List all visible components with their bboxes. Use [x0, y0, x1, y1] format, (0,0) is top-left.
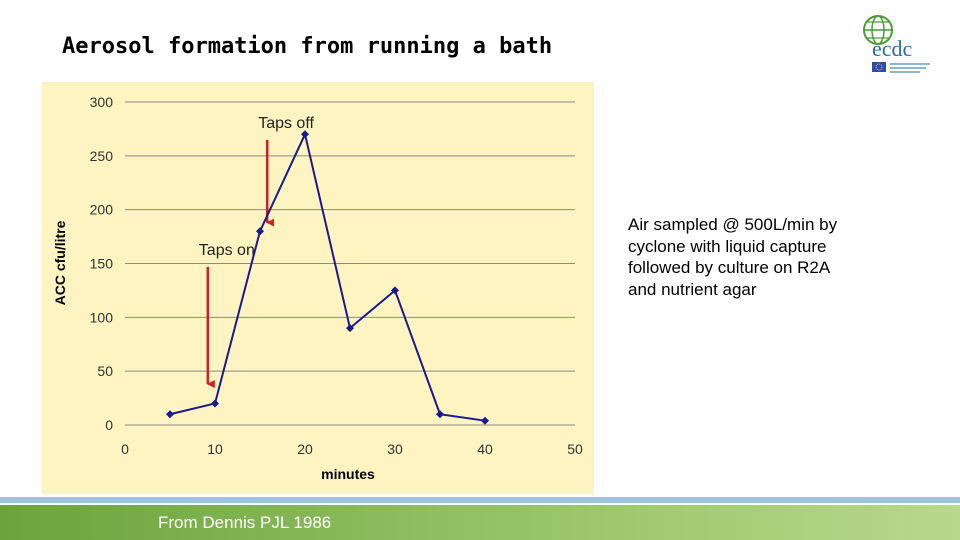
- data-point: [391, 286, 399, 295]
- series-line: [169, 131, 486, 422]
- data-point: [481, 416, 489, 425]
- data-point: [166, 410, 174, 419]
- y-tick-label: 0: [105, 417, 113, 433]
- x-tick-label: 50: [567, 441, 583, 457]
- x-tick-label: 10: [207, 441, 223, 457]
- data-point: [346, 324, 354, 333]
- data-point: [301, 130, 309, 139]
- globe-icon: [863, 15, 893, 45]
- annotation-label: Taps on: [199, 242, 255, 259]
- annotation-label: Taps off: [258, 115, 314, 132]
- ecdc-logo: ecdc: [856, 8, 936, 78]
- side-note: Air sampled @ 500L/min by cyclone with l…: [628, 215, 838, 300]
- x-axis-label: minutes: [321, 466, 375, 482]
- slide-title: Aerosol formation from running a bath: [62, 34, 553, 59]
- footer-source: From Dennis PJL 1986: [158, 513, 332, 532]
- x-tick-label: 30: [387, 441, 403, 457]
- y-tick-label: 100: [90, 309, 114, 325]
- x-tick-label: 0: [121, 441, 129, 457]
- x-tick-label: 40: [477, 441, 493, 457]
- footer-bar: [0, 505, 960, 540]
- eu-flag-icon: [872, 62, 886, 72]
- data-point: [256, 227, 264, 236]
- line-chart: 0 50 100 150 200 250 300 0 10 20 30 40 50 Taps on Tap…: [52, 94, 583, 482]
- chart-panel: 0 50 100 150 200 250 300 0 10 20 30 40 50 Taps on Tap…: [42, 82, 594, 494]
- y-tick-label: 200: [90, 202, 114, 218]
- footer-divider: [0, 497, 960, 503]
- y-axis-label: ACC cfu/litre: [52, 220, 68, 305]
- data-point: [436, 410, 444, 419]
- data-point: [211, 399, 219, 408]
- footer-band: [0, 497, 960, 540]
- x-tick-label: 20: [297, 441, 313, 457]
- y-tick-label: 50: [97, 363, 113, 379]
- logo-wordmark: ecdc: [872, 36, 913, 61]
- y-tick-label: 300: [90, 94, 114, 110]
- y-tick-label: 250: [90, 148, 114, 164]
- y-tick-label: 150: [90, 256, 114, 272]
